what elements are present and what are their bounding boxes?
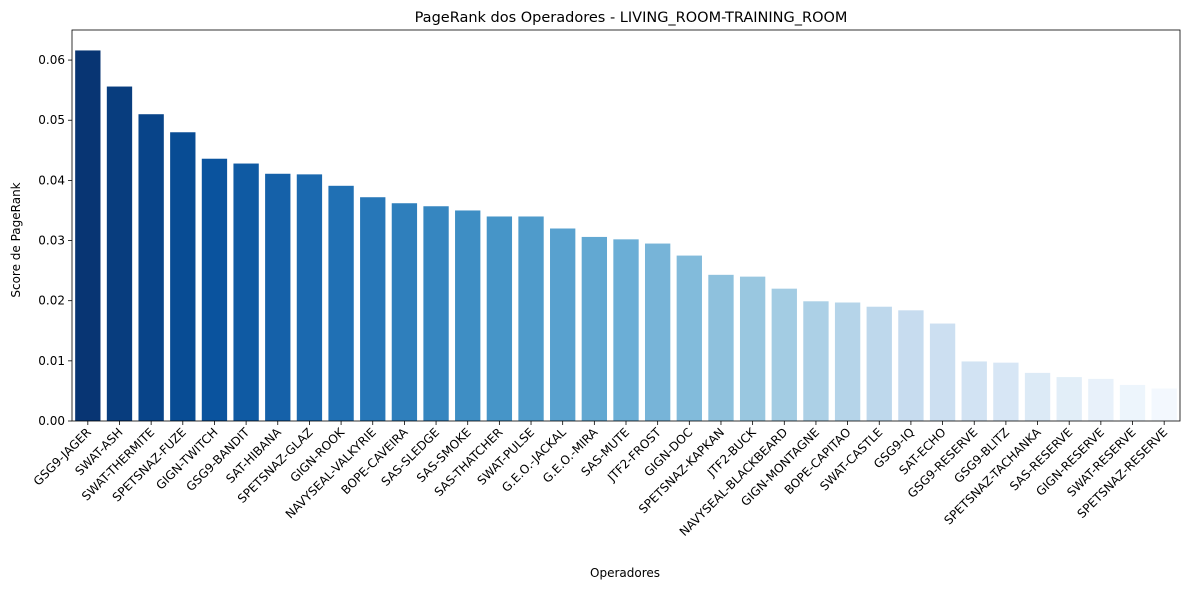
bar-spetsnaz-reserve (1151, 388, 1177, 421)
y-tick-label: 0.02 (38, 294, 65, 308)
bar-navyseal-valkyrie (360, 197, 386, 421)
bar-gsg9-blitz (993, 362, 1019, 421)
bar-spetsnaz-kapkan (708, 274, 734, 421)
bar-gsg9-iq (898, 310, 924, 421)
bar-gsg9-reserve (961, 361, 987, 421)
bar-sas-reserve (1056, 377, 1082, 421)
bar-spetsnaz-tachanka (1024, 372, 1051, 421)
bar-swat-thermite (138, 114, 164, 421)
y-tick-label: 0.01 (38, 354, 65, 368)
bar-spetsnaz-fuze (170, 132, 196, 421)
y-tick-label: 0.06 (38, 53, 65, 67)
bar-navyseal-blackbeard (771, 288, 797, 421)
bar-bope-caveira (391, 203, 418, 421)
bar-sas-mute (613, 239, 639, 421)
y-tick-label: 0.00 (38, 414, 65, 428)
bar-g-e-o-mira (581, 236, 608, 421)
bar-gsg9-bandit (233, 163, 259, 422)
bar-gign-montagne (803, 301, 829, 421)
bar-spetsnaz-glaz (296, 174, 323, 421)
bar-sas-smoke (455, 210, 481, 421)
bar-jtf2-frost (644, 243, 671, 421)
bar-sas-thatcher (486, 216, 513, 421)
x-axis-title: Operadores (590, 566, 660, 580)
bar-gsg9-jager (75, 50, 101, 421)
y-tick-label: 0.03 (38, 234, 65, 248)
bar-sat-hibana (265, 173, 291, 421)
bar-sas-sledge (423, 206, 449, 421)
bar-swat-ash (106, 86, 133, 421)
bar-swat-reserve (1119, 384, 1146, 421)
bars-layer (75, 50, 1177, 422)
bar-sat-echo (929, 323, 956, 421)
bar-jtf2-buck (739, 276, 766, 421)
bar-gign-rook (328, 185, 354, 421)
y-tick-label: 0.05 (38, 113, 65, 127)
bar-bope-capitao (834, 302, 861, 421)
bar-swat-pulse (518, 216, 544, 421)
bar-gign-reserve (1088, 378, 1114, 421)
y-axis-title: Score de PageRank (9, 182, 23, 297)
bar-gign-twitch (201, 158, 228, 422)
x-ticks: GSG9-JAGERSWAT-ASHSWAT-THERMITESPETSNAZ-… (31, 421, 1170, 539)
chart-title: PageRank dos Operadores - LIVING_ROOM-TR… (415, 10, 848, 26)
y-ticks: 0.00 0.01 0.02 0.03 0.04 0.05 0.06 (38, 53, 72, 428)
y-tick-label: 0.04 (38, 173, 65, 187)
bar-swat-castle (866, 306, 892, 421)
bar-gign-doc (676, 255, 702, 421)
bar-g-e-o-jackal (550, 228, 576, 421)
